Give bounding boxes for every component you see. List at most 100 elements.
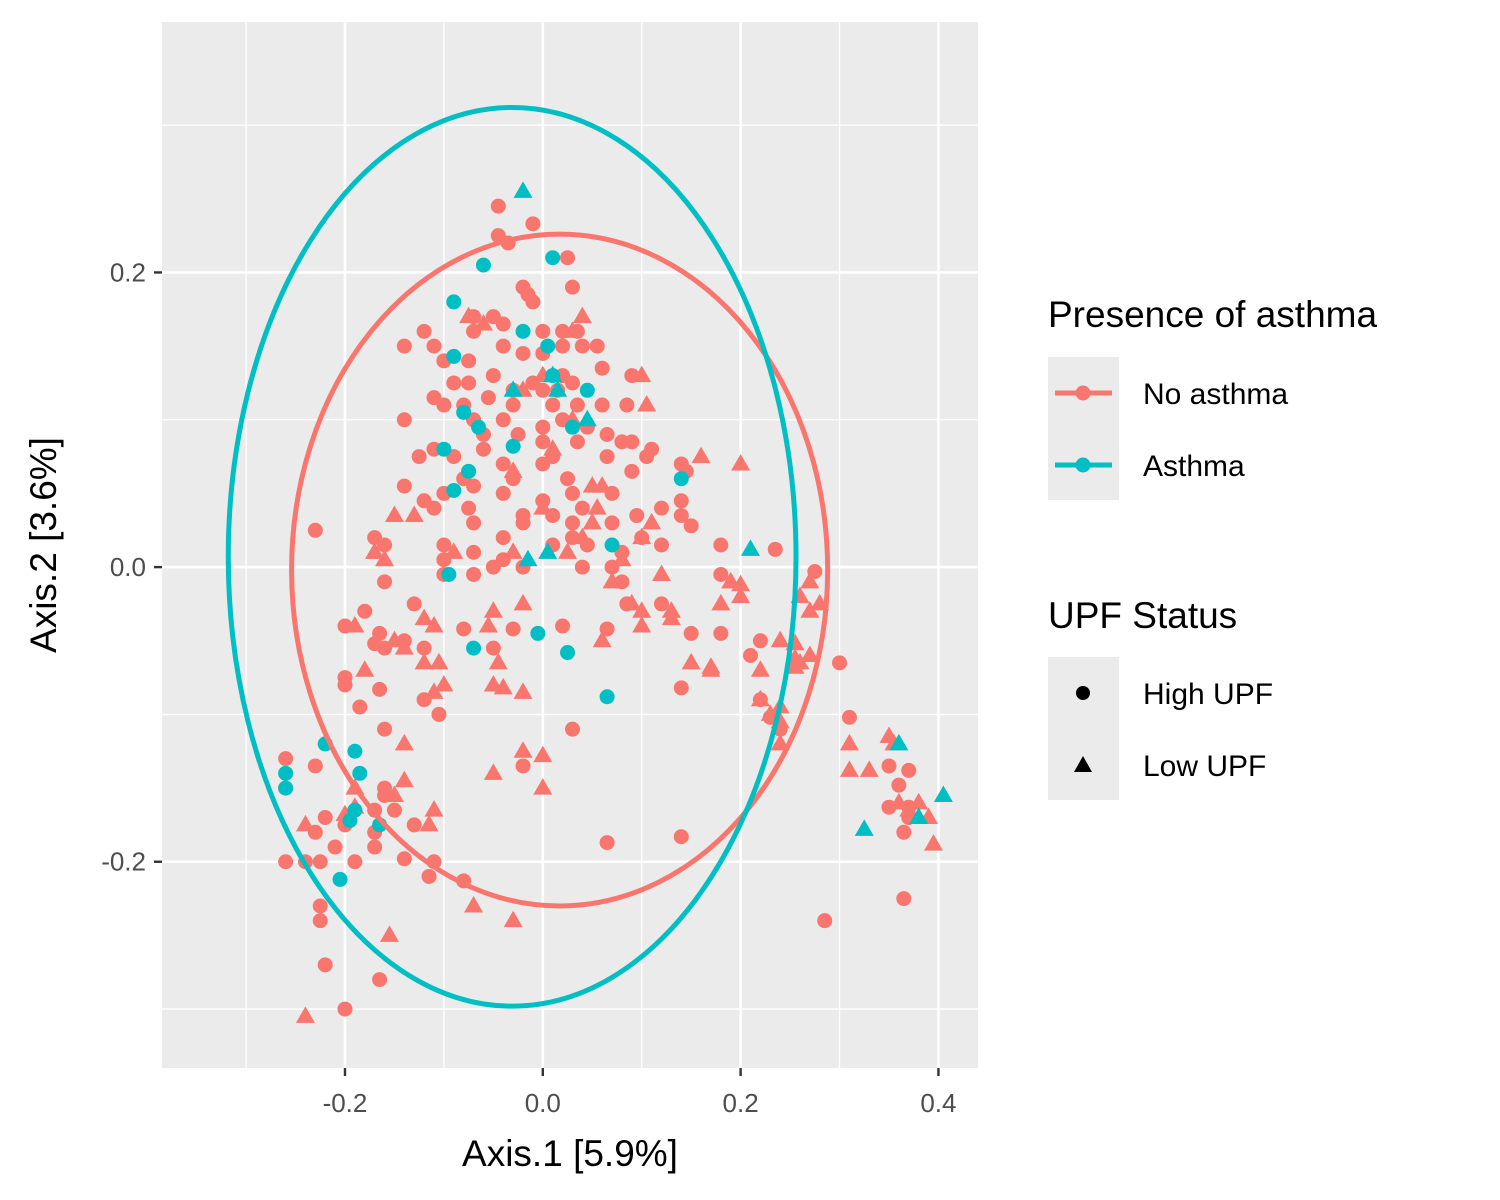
data-point-triangle <box>839 760 859 777</box>
data-point-circle <box>832 655 848 671</box>
data-point-triangle <box>731 453 751 471</box>
legend-upf-key-bg <box>1048 657 1119 800</box>
data-point-circle <box>545 397 561 413</box>
data-point-triangle <box>800 601 820 618</box>
data-point-triangle <box>414 652 434 670</box>
data-point-triangle <box>770 630 790 648</box>
y-axis: -0.2 0.0 0.2 <box>101 257 162 877</box>
data-point-circle <box>599 835 615 851</box>
data-point-circle <box>594 360 610 376</box>
data-point-circle <box>352 699 368 715</box>
data-point-circle <box>372 681 388 697</box>
data-point-triangle <box>558 542 578 559</box>
data-point-circle <box>372 972 388 988</box>
data-point-circle <box>713 537 729 553</box>
data-point-triangle <box>424 682 444 699</box>
data-point-triangle <box>394 770 414 788</box>
legend-item-low-upf: Low UPF <box>1074 750 1266 783</box>
data-point-triangle <box>503 380 523 397</box>
data-point-circle <box>495 485 511 501</box>
data-point-triangle <box>483 601 503 618</box>
data-point-triangle <box>642 512 662 530</box>
data-point-circle <box>466 640 482 656</box>
data-point-circle <box>535 434 551 450</box>
data-point-triangle <box>651 564 671 581</box>
data-point-circle <box>337 1001 353 1017</box>
data-point-circle <box>673 471 689 487</box>
data-point-circle <box>485 368 501 384</box>
data-point-circle <box>342 812 358 828</box>
x-tick-label: -0.2 <box>323 1088 368 1118</box>
data-point-circle <box>466 478 482 494</box>
data-point-circle <box>411 449 427 465</box>
data-point-circle <box>767 541 783 557</box>
data-point-triangle <box>464 895 484 913</box>
data-point-circle <box>312 854 328 870</box>
data-point-circle <box>599 689 615 705</box>
data-point-circle <box>564 419 580 435</box>
data-point-triangle <box>424 616 444 633</box>
data-point-circle <box>673 508 689 524</box>
data-point-circle <box>317 810 333 826</box>
legend-no-asthma-point <box>1075 385 1091 401</box>
data-point-circle <box>896 824 912 840</box>
data-point-triangle <box>854 819 874 836</box>
data-point-circle <box>436 441 452 457</box>
data-point-circle <box>653 596 669 612</box>
data-point-circle <box>896 891 912 907</box>
data-point-circle <box>495 316 511 332</box>
data-point-triangle <box>503 910 523 928</box>
data-point-circle <box>673 680 689 696</box>
legend-no-asthma-label: No asthma <box>1143 378 1288 411</box>
data-point-circle <box>841 709 857 725</box>
data-point-circle <box>367 839 383 855</box>
data-point-circle <box>564 721 580 737</box>
data-point-triangle <box>770 733 790 751</box>
data-point-circle <box>560 645 576 661</box>
legend-item-no-asthma: No asthma <box>1055 378 1288 411</box>
data-point-triangle <box>513 181 533 198</box>
legend-asthma-key-bg <box>1048 357 1119 500</box>
data-point-triangle <box>889 792 909 810</box>
data-point-circle <box>317 957 333 973</box>
major-gridlines <box>162 22 978 1068</box>
data-point-triangle <box>899 800 919 817</box>
data-point-triangle <box>295 1006 315 1023</box>
data-point-circle <box>495 412 511 428</box>
data-point-circle <box>446 482 462 498</box>
data-point-triangle <box>375 549 395 567</box>
data-point-circle <box>461 353 477 369</box>
legend-upf-title: UPF Status <box>1048 595 1237 636</box>
data-point-triangle <box>543 365 563 383</box>
data-point-triangle <box>503 461 523 478</box>
data-point-triangle <box>572 306 592 324</box>
data-point-circle <box>352 765 368 781</box>
data-point-circle <box>426 338 442 354</box>
data-point-circle <box>386 802 402 818</box>
data-point-triangle <box>602 571 622 589</box>
data-point-triangle <box>503 542 523 559</box>
data-point-circle <box>619 397 635 413</box>
data-point-circle <box>574 559 590 575</box>
data-point-triangle <box>632 616 652 633</box>
data-point-triangle <box>424 800 444 817</box>
data-point-circle <box>599 427 615 443</box>
data-point-triangle <box>750 689 770 707</box>
data-point-triangle <box>741 539 761 556</box>
data-point-triangle <box>533 778 553 795</box>
data-point-circle <box>421 868 437 884</box>
data-point-circle <box>713 566 729 582</box>
data-point-circle <box>278 765 294 781</box>
data-point-circle <box>307 522 323 538</box>
data-point-triangle <box>394 733 414 751</box>
data-point-circle <box>673 829 689 845</box>
data-point-circle <box>505 621 521 637</box>
data-point-circle <box>599 621 615 637</box>
data-point-circle <box>673 456 689 472</box>
data-point-circle <box>480 390 496 406</box>
x-tick-label: 0.0 <box>525 1088 561 1118</box>
data-point-triangle <box>513 593 533 611</box>
data-point-circle <box>475 257 491 273</box>
data-point-triangle <box>384 785 404 802</box>
data-point-triangle <box>923 834 943 851</box>
